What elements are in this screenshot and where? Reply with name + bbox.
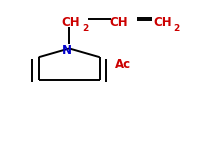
Text: 2: 2 — [82, 24, 88, 33]
Text: Ac: Ac — [115, 57, 131, 71]
Text: 2: 2 — [174, 24, 180, 33]
Text: N: N — [62, 44, 72, 57]
Text: CH: CH — [153, 16, 172, 29]
Text: CH: CH — [62, 16, 80, 29]
Text: CH: CH — [110, 16, 128, 29]
